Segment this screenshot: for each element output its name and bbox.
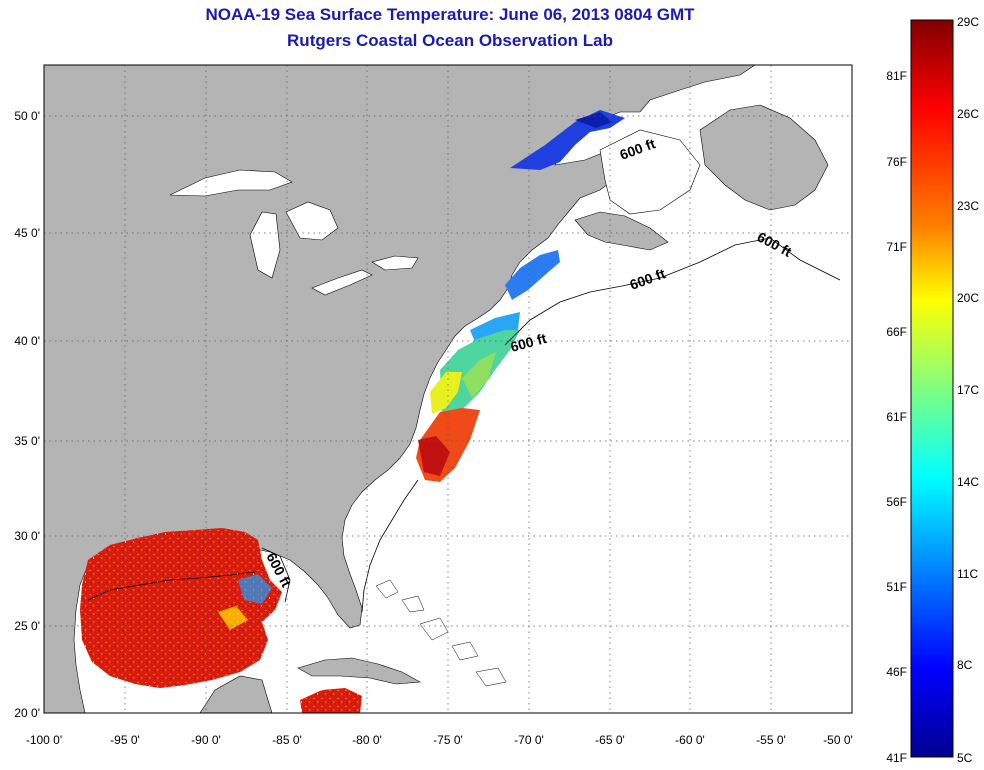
colorbar-f-label: 46F — [886, 665, 907, 679]
map-frame — [43, 64, 853, 714]
lat-tick-label: 35 0' — [14, 434, 40, 448]
lon-tick-label: -70 0' — [514, 733, 544, 747]
longitude-axis: -100 0' -95 0' -90 0' -85 0' -80 0' -75 … — [26, 733, 853, 747]
lat-tick-label: 50 0' — [14, 109, 40, 123]
lat-tick-label: 30 0' — [14, 529, 40, 543]
lon-tick-label: -100 0' — [26, 733, 62, 747]
colorbar-c-label: 5C — [957, 751, 973, 765]
colorbar-c-label: 23C — [957, 199, 979, 213]
map-subtitle: Rutgers Coastal Ocean Observation Lab — [287, 31, 613, 50]
sst-gulf-of-maine — [505, 250, 560, 300]
colorbar-f-label: 61F — [886, 410, 907, 424]
lat-tick-label: 20 0' — [14, 706, 40, 720]
colorbar-f-label: 56F — [886, 495, 907, 509]
lon-tick-label: -55 0' — [756, 733, 786, 747]
graticule — [44, 65, 852, 713]
colorbar-f-label: 51F — [886, 580, 907, 594]
land-cuba — [297, 657, 422, 685]
gulf-st-lawrence — [599, 129, 701, 215]
colorbar-f-label: 81F — [886, 69, 907, 83]
lon-tick-label: -60 0' — [675, 733, 705, 747]
isobath-lines — [87, 237, 841, 613]
colorbar-c-label: 20C — [957, 291, 979, 305]
colorbar-c-label: 8C — [957, 658, 973, 672]
colorbar-f-label: 41F — [886, 751, 907, 765]
colorbar-f-label: 76F — [886, 155, 907, 169]
colorbar-c-label: 17C — [957, 383, 979, 397]
lon-tick-label: -75 0' — [433, 733, 463, 747]
lon-tick-label: -90 0' — [191, 733, 221, 747]
lon-tick-label: -65 0' — [595, 733, 625, 747]
lon-tick-label: -80 0' — [352, 733, 382, 747]
colorbar-c-label: 26C — [957, 107, 979, 121]
lat-tick-label: 25 0' — [14, 619, 40, 633]
lon-tick-label: -85 0' — [272, 733, 302, 747]
sst-gulf-of-mexico — [80, 528, 282, 688]
colorbar-f-label: 71F — [886, 240, 907, 254]
colorbar-c-label: 29C — [957, 15, 979, 29]
lon-tick-label: -50 0' — [823, 733, 853, 747]
colorbar-c-label: 14C — [957, 475, 979, 489]
latitude-axis: 50 0' 45 0' 40 0' 35 0' 30 0' 25 0' 20 0… — [14, 109, 40, 720]
colorbar-f-label: 66F — [886, 325, 907, 339]
land-nova-scotia — [574, 211, 669, 251]
lat-tick-label: 45 0' — [14, 226, 40, 240]
sst-caribbean — [300, 688, 362, 713]
colorbar — [910, 19, 954, 758]
land-newfoundland — [699, 104, 829, 211]
lat-tick-label: 40 0' — [14, 334, 40, 348]
bahamas — [375, 579, 507, 687]
colorbar-c-label: 11C — [957, 567, 978, 581]
colorbar-fahrenheit-labels: 81F 76F 71F 66F 61F 56F 51F 46F 41F — [886, 69, 907, 765]
colorbar-celsius-labels: 29C 26C 23C 20C 17C 14C 11C 8C 5C — [957, 15, 979, 765]
lon-tick-label: -95 0' — [110, 733, 140, 747]
map-title: NOAA-19 Sea Surface Temperature: June 06… — [205, 5, 695, 24]
land-yucatan — [199, 675, 273, 713]
great-lakes — [169, 169, 419, 296]
